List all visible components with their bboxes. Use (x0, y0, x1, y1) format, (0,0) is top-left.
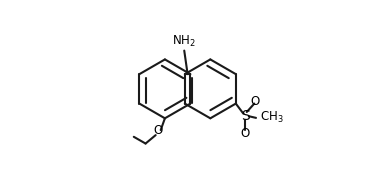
Text: O: O (154, 124, 163, 137)
Text: O: O (250, 95, 260, 108)
Text: CH$_3$: CH$_3$ (260, 110, 284, 126)
Text: O: O (240, 127, 250, 140)
Text: S: S (241, 109, 250, 123)
Text: NH$_2$: NH$_2$ (171, 34, 195, 49)
